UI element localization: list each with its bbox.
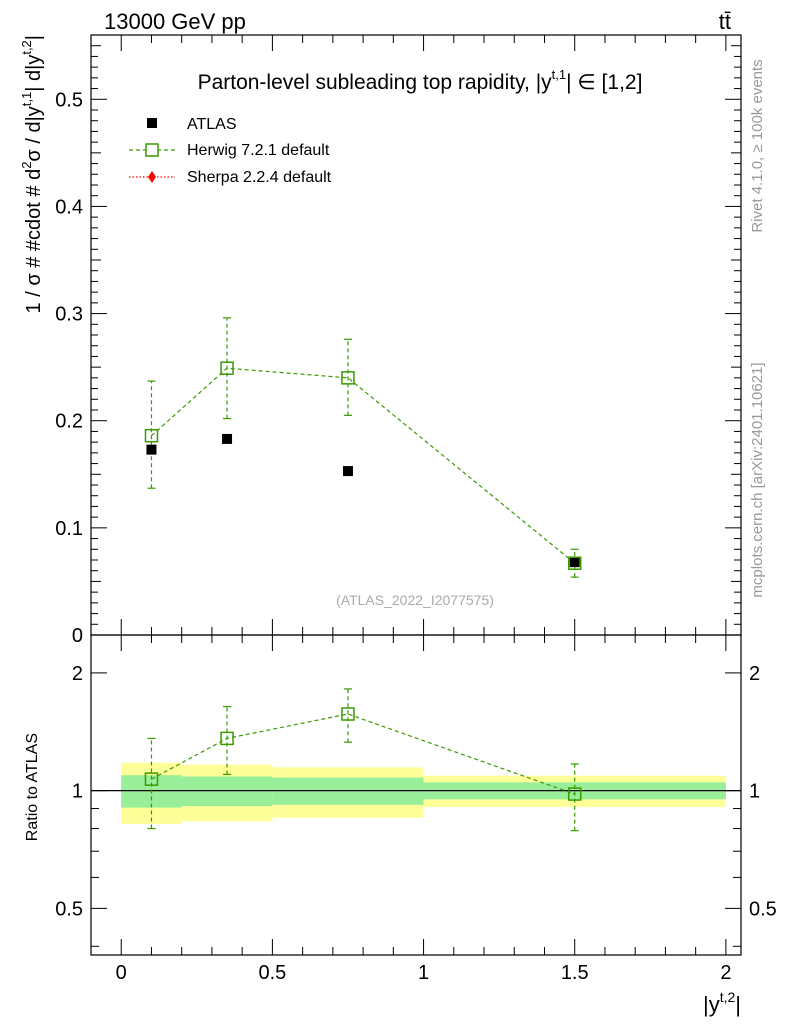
main-y-tick-label: 0.3	[55, 304, 83, 326]
main-y-tick-label: 0.1	[55, 518, 83, 540]
ratio-axis-ticks	[91, 635, 741, 955]
legend-label-sherpa: Sherpa 2.2.4 default	[187, 169, 332, 186]
ratio-series	[144, 688, 582, 832]
main-y-tick-label: 0.5	[55, 89, 83, 111]
analysis-watermark: (ATLAS_2022_I2077575)	[336, 592, 494, 608]
ratio-x-tick-label: 0	[116, 962, 127, 984]
herwig-line	[151, 367, 576, 564]
ratio-uncertainty-bands	[91, 762, 741, 824]
main-y-tick-label: 0	[72, 625, 83, 647]
main-axis-ticks	[91, 35, 741, 636]
main-series	[144, 317, 582, 578]
ratio-herwig-line	[151, 713, 575, 795]
legend-marker-sherpa	[148, 171, 156, 183]
ratio-x-tick-labels: 0 0.5 1 1.5 2	[116, 962, 732, 984]
main-y-tick-labels: 0 0.1 0.2 0.3 0.4 0.5	[55, 89, 83, 647]
ratio-herwig-data-point	[567, 787, 582, 801]
legend-label-atlas: ATLAS	[187, 116, 237, 133]
ratio-y-tick-labels: 0.5 0.5 1 1 2 2	[55, 663, 777, 920]
herwig-data-point	[567, 556, 582, 570]
ratio-herwig-data-point	[144, 772, 159, 786]
ratio-y-tick-label-right: 1	[749, 781, 760, 803]
main-y-tick-label: 0.4	[55, 196, 83, 218]
herwig-data-point	[220, 361, 234, 375]
legend: ATLAS Herwig 7.2.1 default Sherpa 2.2.4 …	[129, 116, 332, 186]
legend-label-herwig: Herwig 7.2.1 default	[187, 142, 330, 159]
herwig-data-point	[144, 428, 159, 443]
legend-marker-atlas	[147, 118, 157, 128]
ratio-frame	[90, 634, 742, 956]
ratio-panel: 0.5 0.5 1 1 2 2 0 0.5 1 1.5 2 Ratio to ATLAS |yt,…	[24, 634, 777, 1017]
atlas-data-point	[569, 557, 580, 568]
atlas-data-point	[146, 444, 157, 455]
rivet-version-label: Rivet 4.1.0, ≥ 100k events	[749, 59, 766, 232]
ratio-y-axis-label: Ratio to ATLAS	[24, 733, 41, 841]
ratio-y-tick-label: 1	[72, 781, 83, 803]
mcplots-label: mcplots.cern.ch [arXiv:2401.10621]	[749, 362, 766, 597]
main-y-axis-label: 1 / σ # #cdot # d2σ / d|yt,1| d|yt,2|	[19, 35, 45, 313]
atlas-data-point	[342, 466, 353, 477]
plot-title: Parton-level subleading top rapidity, |y…	[198, 67, 643, 94]
ratio-x-tick-label: 0.5	[258, 962, 286, 984]
ratio-x-tick-label: 1.5	[561, 962, 589, 984]
ratio-y-tick-label-right: 0.5	[749, 898, 777, 920]
ratio-stat-uncertainty-band	[181, 776, 273, 807]
process-label: tt̄	[719, 9, 731, 34]
main-y-tick-label: 0.2	[55, 411, 83, 433]
x-axis-label: |yt,2|	[703, 989, 741, 1017]
energy-label: 13000 GeV pp	[104, 9, 246, 34]
legend-marker-herwig	[145, 143, 159, 157]
ratio-x-tick-label: 2	[720, 962, 731, 984]
ratio-herwig-data-point	[341, 707, 355, 721]
main-panel: 0 0.1 0.2 0.3 0.4 0.5 Parton-level subleading…	[19, 34, 742, 647]
ratio-y-tick-label: 0.5	[55, 898, 83, 920]
ratio-y-tick-label: 2	[72, 663, 83, 685]
ratio-y-tick-label-right: 2	[749, 663, 760, 685]
ratio-x-tick-label: 1	[418, 962, 429, 984]
herwig-data-point	[341, 371, 355, 385]
ratio-herwig-data-point	[220, 731, 234, 746]
atlas-data-point	[222, 433, 233, 444]
